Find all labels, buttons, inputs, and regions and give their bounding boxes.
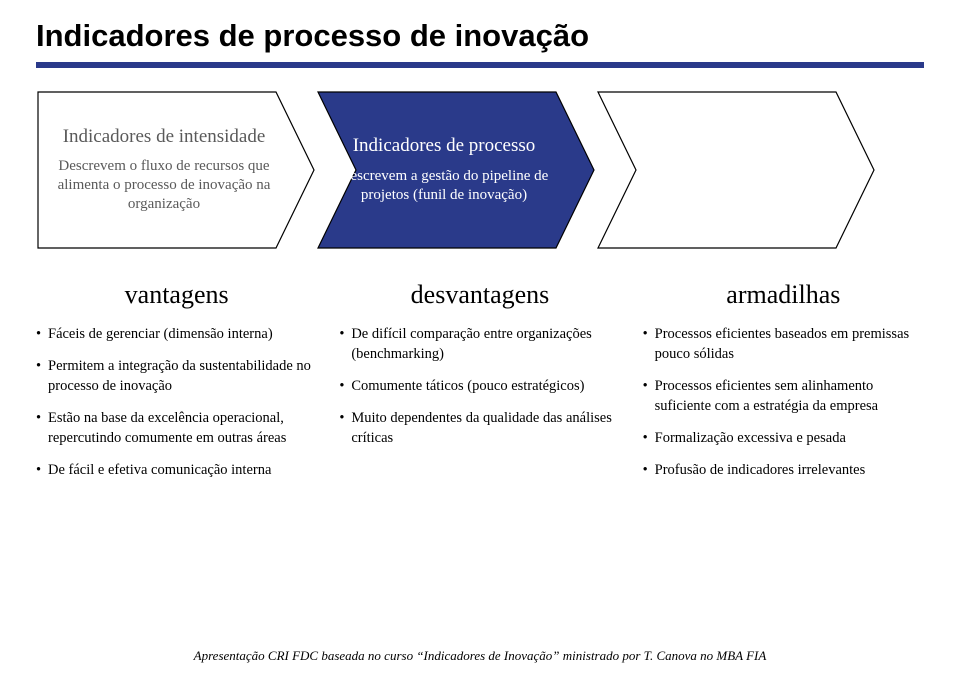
- list-item: Processos eficientes baseados em premiss…: [643, 324, 924, 364]
- chevron-heading: Indicadores de processo: [334, 135, 554, 157]
- col-header: vantagens: [36, 280, 317, 310]
- col-header: armadilhas: [643, 280, 924, 310]
- comparison-grid: vantagens Fáceis de gerenciar (dimensão …: [36, 280, 924, 492]
- list-item: Permitem a integração da sustentabilidad…: [36, 356, 317, 396]
- list-item: Profusão de indicadores irrelevantes: [643, 460, 924, 480]
- list-item: Muito dependentes da qualidade das análi…: [339, 408, 620, 448]
- col-desvantagens: desvantagens De difícil comparação entre…: [339, 280, 620, 492]
- bullet-list: Fáceis de gerenciar (dimensão interna) P…: [36, 324, 317, 480]
- list-item: Fáceis de gerenciar (dimensão interna): [36, 324, 317, 344]
- bullet-list: De difícil comparação entre organizações…: [339, 324, 620, 448]
- list-item: Comumente táticos (pouco estratégicos): [339, 376, 620, 396]
- bullet-list: Processos eficientes baseados em premiss…: [643, 324, 924, 480]
- page-title: Indicadores de processo de inovação: [36, 18, 924, 54]
- chevron-empty: [596, 90, 876, 250]
- chevron-desc: Descrevem a gestão do pipeline de projet…: [334, 167, 554, 205]
- list-item: De fácil e efetiva comunicação interna: [36, 460, 317, 480]
- title-rule: [36, 62, 924, 68]
- list-item: Estão na base da excelência operacional,…: [36, 408, 317, 448]
- chevron-heading: Indicadores de intensidade: [54, 126, 274, 148]
- chevron-processo: Indicadores de processo Descrevem a gest…: [316, 90, 596, 250]
- list-item: Formalização excessiva e pesada: [643, 428, 924, 448]
- footer-credit: Apresentação CRI FDC baseada no curso “I…: [0, 648, 960, 664]
- chevron-desc: Descrevem o fluxo de recursos que alimen…: [54, 157, 274, 213]
- chevron-row: Indicadores de intensidade Descrevem o f…: [36, 90, 924, 250]
- chevron-intensidade: Indicadores de intensidade Descrevem o f…: [36, 90, 316, 250]
- list-item: De difícil comparação entre organizações…: [339, 324, 620, 364]
- col-vantagens: vantagens Fáceis de gerenciar (dimensão …: [36, 280, 317, 492]
- list-item: Processos eficientes sem alinhamento suf…: [643, 376, 924, 416]
- col-armadilhas: armadilhas Processos eficientes baseados…: [643, 280, 924, 492]
- col-header: desvantagens: [339, 280, 620, 310]
